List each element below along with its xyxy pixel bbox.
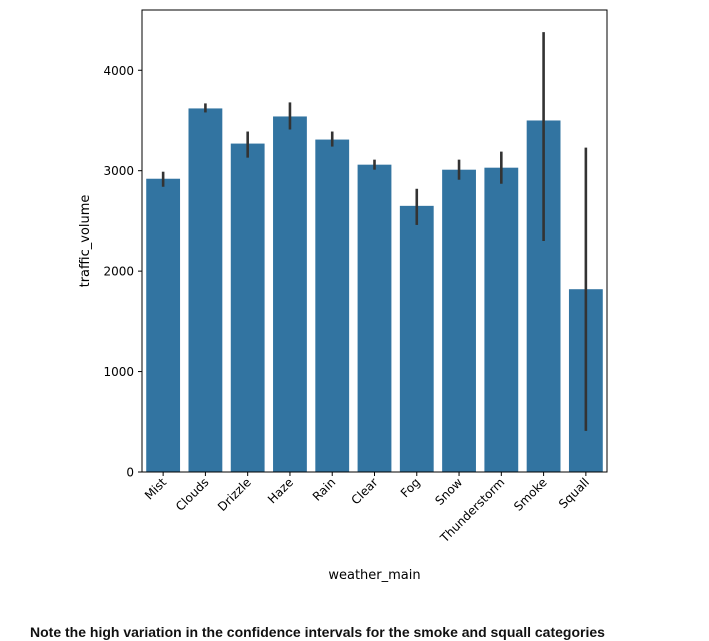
x-tick-label-squall: Squall — [556, 475, 592, 511]
x-tick-label-snow: Snow — [432, 475, 465, 508]
x-tick-label-smoke: Smoke — [511, 475, 550, 514]
chart-caption: Note the high variation in the confidenc… — [30, 624, 605, 640]
plot-frame — [141, 9, 608, 473]
x-tick-label-mist: Mist — [142, 475, 170, 503]
bar-fog — [399, 205, 434, 472]
bars-group — [146, 108, 603, 473]
bar-snow — [442, 169, 476, 473]
x-tick-label-rain: Rain — [310, 475, 339, 504]
y-axis-label: traffic_volume — [78, 195, 93, 288]
bar-mist — [146, 178, 181, 472]
y-tick-label-0: 0 — [126, 466, 134, 480]
x-tick-label-haze: Haze — [265, 475, 296, 506]
errorbars-group — [161, 32, 588, 431]
bar-drizzle — [230, 143, 265, 473]
bar-rain — [315, 139, 350, 473]
x-tick-label-drizzle: Drizzle — [215, 475, 254, 514]
x-tick-label-clouds: Clouds — [173, 475, 212, 514]
x-tick-label-clear: Clear — [349, 475, 381, 507]
bar-haze — [273, 116, 307, 472]
y-tick-label-2000: 2000 — [103, 265, 134, 279]
y-tick-label-1000: 1000 — [103, 365, 134, 379]
y-axis: 0 1000 2000 3000 4000 — [103, 64, 142, 480]
y-tick-label-4000: 4000 — [103, 64, 134, 78]
y-tick-label-3000: 3000 — [103, 164, 134, 178]
bar-thunderstorm — [484, 167, 519, 472]
x-axis: Mist Clouds Drizzle Haze Rain Clear Fog SnowThu… — [142, 472, 592, 546]
x-tick-label-fog: Fog — [398, 475, 423, 500]
bar-clear — [357, 164, 392, 473]
bar-clouds — [188, 108, 223, 472]
x-axis-label: weather_main — [328, 568, 420, 583]
